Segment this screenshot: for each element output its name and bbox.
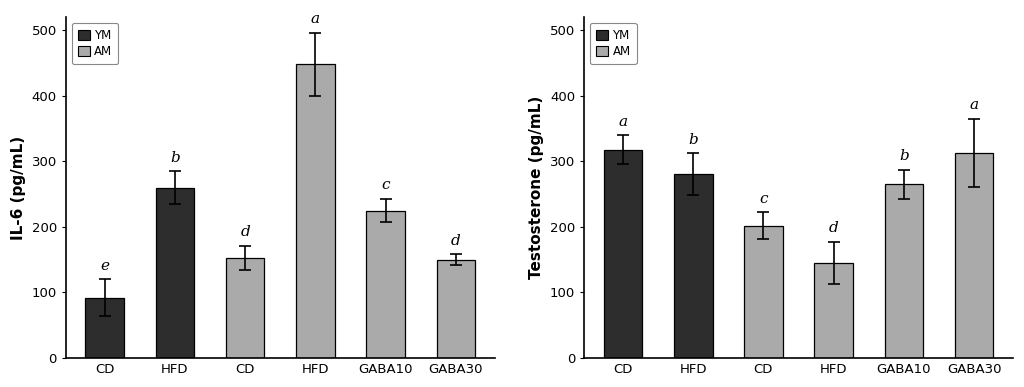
Text: b: b <box>170 151 180 164</box>
Text: b: b <box>899 149 908 163</box>
Bar <box>814 263 853 358</box>
Text: d: d <box>241 225 250 239</box>
Bar <box>367 211 404 358</box>
Text: d: d <box>828 221 839 235</box>
Bar <box>954 153 993 358</box>
Text: a: a <box>311 12 319 26</box>
Y-axis label: Testosterone (pg/mL): Testosterone (pg/mL) <box>529 96 545 279</box>
Text: a: a <box>970 98 979 112</box>
Bar <box>604 149 642 358</box>
Legend: YM, AM: YM, AM <box>72 23 119 64</box>
Bar <box>156 188 195 358</box>
Text: b: b <box>688 133 698 147</box>
Text: d: d <box>451 234 461 248</box>
Y-axis label: IL-6 (pg/mL): IL-6 (pg/mL) <box>11 135 26 240</box>
Text: c: c <box>759 192 768 206</box>
Text: e: e <box>100 259 110 273</box>
Bar <box>226 258 264 358</box>
Legend: YM, AM: YM, AM <box>590 23 637 64</box>
Text: c: c <box>381 178 390 192</box>
Bar <box>436 260 475 358</box>
Bar <box>674 175 713 358</box>
Bar <box>885 184 924 358</box>
Bar <box>744 226 782 358</box>
Text: a: a <box>618 115 628 128</box>
Bar <box>296 64 335 358</box>
Bar <box>85 298 124 358</box>
